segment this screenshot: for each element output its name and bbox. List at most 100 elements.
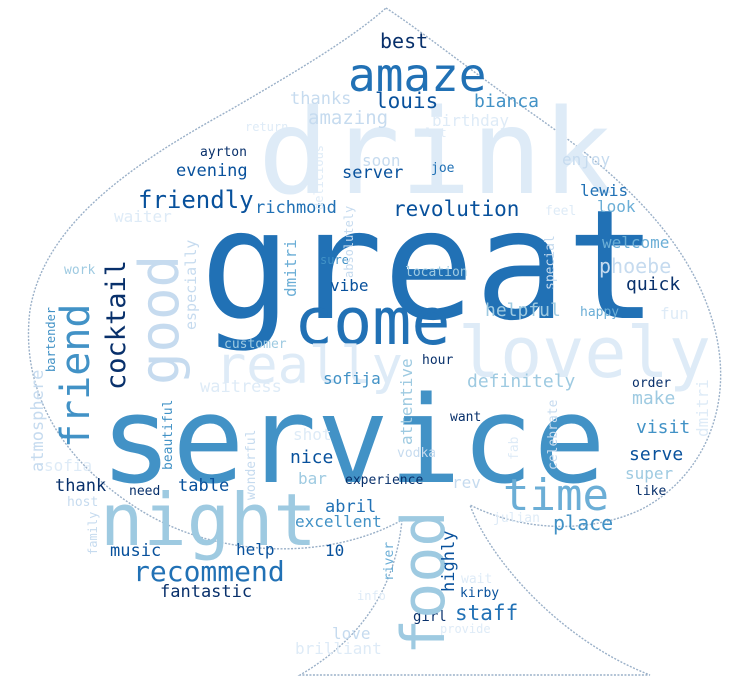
word-sure: sure [320,253,349,267]
word-atmosphere: atmosphere [28,369,48,472]
word-julian: julian [493,511,540,526]
word-highly: highly [439,530,459,592]
word-dmitri-right: dmitri [693,379,712,437]
word-especially: especially [182,239,200,330]
word-friendly: friendly [138,186,254,214]
word-wait: wait [461,572,493,587]
word-drink: drink [258,83,614,221]
word-good: good [128,254,191,385]
word-fab: fab [507,436,522,460]
word-friend: friend [53,303,99,449]
word-richmond: richmond [255,198,337,218]
word-excellent: excellent [295,512,382,531]
word-attentive: attentive [397,358,416,445]
word-location: location [405,265,468,280]
word-experience: experience [345,473,424,488]
word-amaze: amaze [348,48,487,102]
word-river: river [382,541,397,581]
word-hour: hour [422,353,454,368]
word-thanks: thanks [290,89,352,109]
word-need: need [129,484,161,499]
word-love: love [332,624,371,643]
word-nice: nice [290,447,334,468]
word-feel: feel [545,204,577,219]
word-celebrate: celebrate [546,399,561,470]
word-bartender: bartender [44,306,58,372]
word-place: place [553,511,614,535]
word-abril: abril [325,497,377,517]
word-want: want [450,410,482,425]
word-wonderful: wonderful [244,429,259,500]
word-enjoy: enjoy [562,150,611,169]
word-really: really [215,336,403,396]
word-time: time [503,470,609,521]
word-family: family [86,511,100,555]
word-helpful: helpful [485,300,561,321]
word-phoebe: phoebe [599,254,672,278]
word-best: best [380,29,429,53]
word-lot: lot [425,126,447,140]
word-bianca: bianca [474,91,540,112]
word-lovely: lovely [458,312,711,394]
word-staff: staff [455,601,519,625]
word-shot: shot [293,425,332,444]
word-look: look [597,197,636,216]
word-music: music [110,541,162,561]
word-cocktail: cocktail [101,259,132,390]
word-work: work [64,263,96,278]
word-provide: provide [440,622,491,636]
word-revolution: revolution [393,197,520,221]
word-night: night [100,478,317,562]
word-vodka: vodka [397,446,437,461]
word-soon: soon [362,151,401,170]
word-quick: quick [626,274,681,295]
word-order: order [632,376,672,391]
word-lewis: lewis [580,181,629,200]
word-absolutely: absolutely [342,205,356,278]
word-beautiful: beautiful [161,399,176,470]
word-vibe: vibe [330,276,369,295]
word-louis: louis [375,89,439,113]
outline-path [27,7,722,676]
word-dmitri-left: dmitri [281,239,300,297]
word-fun: fun [660,304,689,323]
word-kirby: kirby [460,586,500,601]
word-ayrton: ayrton [200,145,247,160]
word-help: help [236,540,275,559]
word-fantastic: fantastic [160,582,253,602]
word-come: come [294,285,451,360]
word-evening: evening [176,161,248,181]
word-rev: rev [452,473,481,492]
word-delicious: delicious [312,144,326,210]
word-info: info [357,589,386,603]
word-visit: visit [636,417,691,438]
word-birthday: birthday [432,111,510,130]
word-recommend: recommend [133,555,285,588]
word-thank: thank [55,476,107,496]
word-waitress: waitress [200,377,282,397]
word-host: host [67,495,99,510]
word-sofija: sofija [323,369,381,388]
word-like: like [635,484,667,499]
word-great: great [200,177,658,354]
word-service: service [100,372,606,511]
word-table: table [178,476,230,496]
word-customer: customer [224,337,287,352]
word-make: make [632,388,676,409]
word-ten: 10 [325,541,345,560]
word-bar: bar [298,469,327,488]
word-welcome: welcome [602,233,670,252]
word-super: super [625,464,674,483]
word-serve: serve [629,444,684,465]
word-brilliant: brilliant [295,639,382,658]
word-girl: girl [413,609,447,625]
word-special: special [543,235,558,290]
word-joe: joe [431,161,455,176]
word-sofia: sofia [44,456,93,475]
word-return: return [245,120,289,134]
word-amazing: amazing [308,107,389,129]
word-server: server [342,163,404,183]
word-definitely: definitely [467,371,576,392]
